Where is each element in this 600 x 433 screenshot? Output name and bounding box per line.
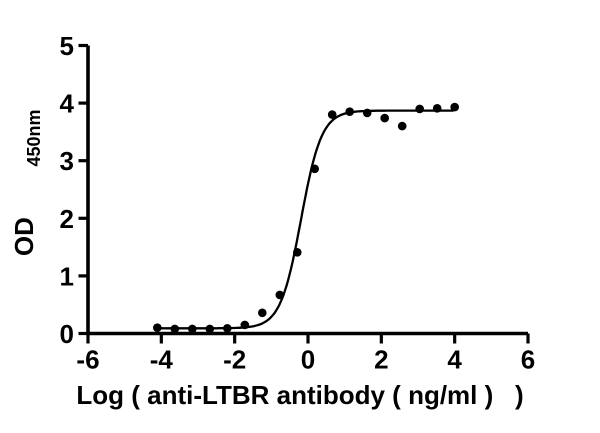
- y-tick-label: 4: [60, 89, 75, 119]
- x-tick-label: -2: [223, 345, 246, 375]
- data-point: [450, 102, 460, 112]
- x-axis-label: Log ( anti-LTBR antibody ( ng/ml ) ): [76, 380, 523, 410]
- plot-area: 0 1 2 3 4 5 -6 -4 -2 0 2 4 6: [60, 31, 536, 375]
- fit-curve: [157, 109, 454, 330]
- data-point: [153, 323, 162, 333]
- y-tick-label: 2: [60, 204, 74, 234]
- y-tick-label: 1: [60, 261, 74, 291]
- data-point: [188, 324, 197, 334]
- data-point: [345, 107, 355, 116]
- x-tick-label: 6: [521, 345, 535, 375]
- x-tick-label: 4: [447, 345, 462, 375]
- data-point: [432, 104, 442, 113]
- data-point: [380, 113, 390, 123]
- data-point: [275, 290, 285, 300]
- data-point: [223, 324, 232, 333]
- data-point: [327, 110, 337, 119]
- y-axis-label: OD 450nm: [9, 73, 46, 306]
- data-point: [170, 324, 180, 334]
- data-point: [293, 248, 302, 257]
- data-point: [258, 308, 267, 318]
- x-tick-label: -4: [150, 345, 174, 375]
- data-point: [240, 320, 250, 330]
- y-tick-label: 5: [60, 31, 74, 61]
- x-tick-label: -6: [76, 345, 99, 375]
- data-point: [205, 324, 215, 334]
- y-axis-label-subscript: 450nm: [24, 109, 44, 166]
- axes-frame: [86, 45, 529, 336]
- y-tick-label: 0: [60, 319, 74, 349]
- data-point: [310, 164, 320, 174]
- data-point: [415, 104, 425, 114]
- y-tick-label: 3: [60, 146, 74, 176]
- x-tick-label: 0: [301, 345, 315, 375]
- x-tick-label: 2: [374, 345, 388, 375]
- y-axis-label-main: OD: [9, 217, 39, 256]
- data-point: [362, 108, 372, 118]
- data-point: [397, 121, 407, 131]
